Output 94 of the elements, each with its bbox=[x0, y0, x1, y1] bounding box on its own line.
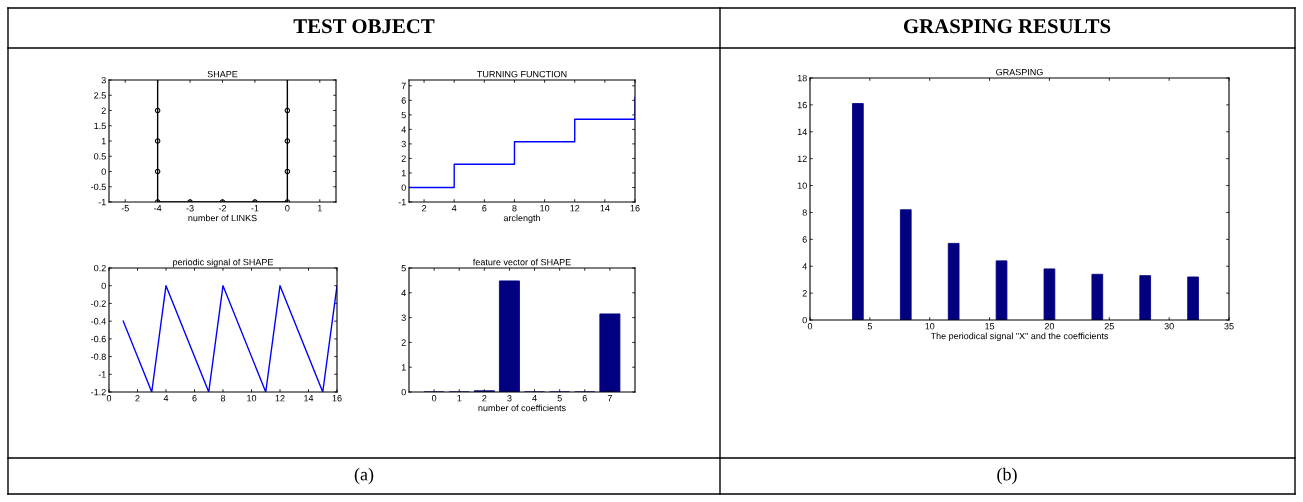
chart-title: GRASPING bbox=[996, 68, 1043, 76]
x-tick-label: 16 bbox=[630, 205, 640, 212]
y-tick-label: 10 bbox=[797, 182, 807, 189]
y-tick-label: 0 bbox=[401, 388, 406, 396]
x-tick-label: 0 bbox=[431, 395, 437, 402]
chart-title: feature vector of SHAPE bbox=[472, 258, 571, 266]
y-tick-label: 14 bbox=[797, 128, 807, 136]
y-tick-label: -1 bbox=[98, 199, 106, 206]
x-axis-title: arclength bbox=[503, 214, 540, 223]
y-tick-label: 3 bbox=[101, 76, 106, 84]
x-tick-label: 4 bbox=[163, 395, 169, 402]
x-tick-label: 3 bbox=[507, 395, 512, 402]
y-tick-label: 1 bbox=[401, 170, 406, 177]
x-tick-label: 6 bbox=[192, 395, 197, 402]
x-tick-label: 6 bbox=[482, 205, 487, 212]
x-tick-label: 15 bbox=[985, 323, 995, 330]
x-tick-label: 5 bbox=[867, 323, 872, 330]
text: (b) bbox=[997, 467, 1017, 485]
y-tick-label: -1.2 bbox=[91, 388, 106, 396]
y-tick-label: 0.2 bbox=[94, 264, 106, 272]
x-tick-label: 2 bbox=[135, 395, 140, 402]
y-tick-label: 0.5 bbox=[94, 153, 106, 160]
y-tick-label: 4 bbox=[802, 263, 807, 270]
y-tick-label: 6 bbox=[802, 236, 807, 243]
x-tick-label: 0 bbox=[807, 323, 813, 330]
x-tick-label: 20 bbox=[1044, 323, 1055, 330]
y-tick-label: 18 bbox=[797, 74, 807, 82]
y-tick-label: -0.2 bbox=[91, 300, 106, 307]
x-tick-label: 2 bbox=[482, 395, 487, 402]
x-tick-label: -5 bbox=[121, 205, 129, 212]
x-tick-label: 1 bbox=[317, 205, 322, 212]
x-tick-label: 2 bbox=[422, 205, 427, 212]
y-tick-label: 2 bbox=[401, 155, 406, 162]
y-tick-label: 2.5 bbox=[94, 92, 106, 99]
y-tick-label: -1 bbox=[398, 199, 406, 206]
x-axis-title: number of LINKS bbox=[188, 214, 257, 222]
x-tick-label: 6 bbox=[582, 395, 587, 402]
y-tick-label: 7 bbox=[401, 82, 406, 90]
x-tick-label: 14 bbox=[600, 205, 610, 212]
x-tick-label: 10 bbox=[925, 323, 935, 330]
y-tick-label: 6 bbox=[401, 97, 406, 104]
x-tick-label: 30 bbox=[1164, 323, 1174, 330]
text: TEST OBJECT bbox=[293, 19, 435, 34]
y-tick-label: 3 bbox=[401, 314, 406, 321]
y-tick-label: 2 bbox=[401, 339, 406, 346]
x-axis-title: number of coefficients bbox=[478, 404, 566, 412]
x-tick-label: 0 bbox=[285, 205, 290, 212]
x-tick-label: 16 bbox=[332, 395, 342, 402]
x-tick-label: -3 bbox=[186, 205, 194, 212]
y-tick-label: 1 bbox=[101, 138, 106, 145]
x-tick-label: -1 bbox=[251, 205, 259, 212]
y-tick-label: 5 bbox=[401, 265, 406, 272]
y-tick-label: 0 bbox=[401, 184, 406, 191]
x-tick-label: 25 bbox=[1104, 323, 1114, 330]
y-tick-label: -0.6 bbox=[91, 335, 106, 343]
x-tick-label: -4 bbox=[154, 205, 162, 212]
x-tick-label: 4 bbox=[451, 205, 457, 212]
y-tick-label: 3 bbox=[401, 140, 406, 148]
x-tick-label: 8 bbox=[220, 395, 226, 402]
y-tick-label: 5 bbox=[401, 111, 406, 119]
text: (a) bbox=[354, 467, 374, 485]
y-tick-label: -0.5 bbox=[91, 183, 106, 191]
x-tick-label: 12 bbox=[275, 395, 285, 402]
y-tick-label: 0 bbox=[802, 316, 807, 324]
x-tick-label: 10 bbox=[247, 395, 257, 402]
y-tick-label: -1 bbox=[98, 371, 106, 378]
x-tick-label: 5 bbox=[557, 395, 562, 402]
y-tick-label: 16 bbox=[797, 101, 807, 109]
y-tick-label: 12 bbox=[797, 155, 807, 162]
x-tick-label: 14 bbox=[304, 395, 314, 402]
x-tick-label: 35 bbox=[1224, 323, 1234, 330]
y-tick-label: 2 bbox=[101, 107, 106, 114]
x-tick-label: 1 bbox=[457, 395, 462, 402]
chart-title: SHAPE bbox=[207, 70, 238, 78]
y-tick-label: -0.8 bbox=[91, 353, 106, 360]
x-axis-title: The periodical signal "X" and the coefficients bbox=[930, 332, 1109, 341]
x-tick-label: 4 bbox=[532, 395, 537, 402]
y-tick-label: 4 bbox=[401, 126, 406, 133]
x-tick-label: -2 bbox=[218, 205, 227, 212]
x-tick-label: 0 bbox=[106, 395, 112, 402]
x-tick-label: 8 bbox=[512, 205, 517, 212]
y-tick-label: 4 bbox=[401, 289, 406, 297]
chart-title: TURNING FUNCTION bbox=[477, 70, 567, 78]
y-tick-label: -0.4 bbox=[91, 318, 106, 325]
chart-title: periodic signal of SHAPE bbox=[173, 258, 274, 268]
x-tick-label: 12 bbox=[570, 205, 580, 212]
x-tick-label: 7 bbox=[607, 395, 612, 402]
y-tick-label: 0 bbox=[101, 282, 106, 290]
x-tick-label: 10 bbox=[540, 205, 550, 212]
y-tick-label: 2 bbox=[802, 290, 807, 297]
y-tick-label: 1 bbox=[401, 364, 406, 371]
y-tick-label: 0 bbox=[101, 168, 106, 175]
y-tick-label: 1.5 bbox=[94, 122, 106, 130]
text: GRASPING RESULTS bbox=[903, 19, 1111, 34]
